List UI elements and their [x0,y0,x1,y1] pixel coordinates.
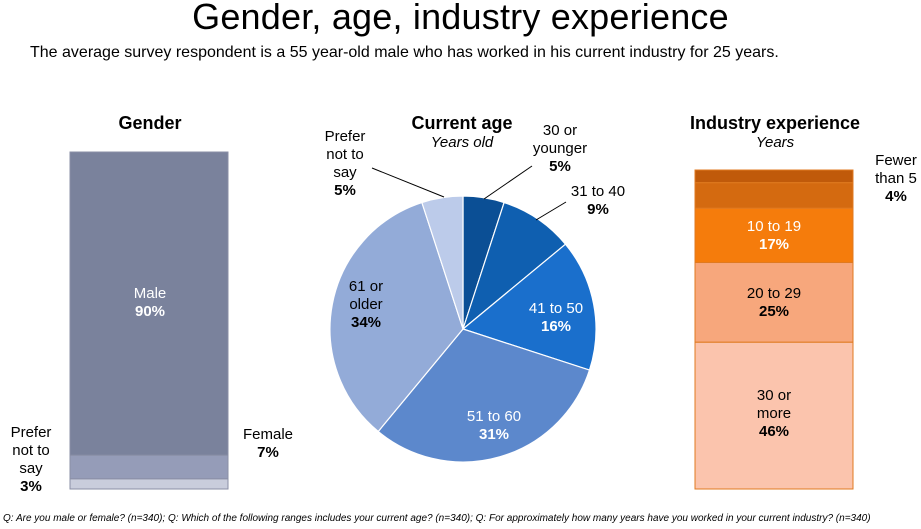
industry-chart-title: Industry experience [689,113,861,133]
industry-10-19-label: 10 to 19 17% [695,218,853,254]
age-prefer-line2: not to [326,146,364,163]
age-leader-prefer [371,167,445,198]
age-30-value: 5% [549,158,571,175]
industry-fewer5-value: 4% [885,188,907,205]
age-slice-61-or-older [329,201,464,433]
industry-30-line1: 30 or [756,387,792,404]
age-chart-title: Current age [411,113,513,133]
age-31-40-name: 31 to 40 [570,183,626,200]
gender-female-label: Female 7% [232,426,304,462]
gender-male-value: 90% [134,303,166,320]
age-51-60-label: 51 to 60 31% [456,408,532,444]
age-30-line2: younger [532,140,588,157]
industry-segment-30-or-more [694,341,854,490]
age-prefer-value: 5% [334,182,356,199]
industry-fewer5-line2: than 5 [875,170,917,187]
industry-30-more-label: 30 or more 46% [695,387,853,441]
industry-fewer5-label: Fewer than 5 4% [868,152,921,206]
gender-segment-prefer-not-to-say [69,478,229,490]
industry-segment-10-to-19 [694,207,854,264]
gender-prefer-line1: Prefer [10,424,52,441]
age-30-younger-label: 30 or younger 5% [520,122,600,176]
page-subtitle: The average survey respondent is a 55 ye… [30,44,779,61]
industry-20-29-name: 20 to 29 [746,285,802,302]
industry-segment-5-to-9 [694,182,854,209]
age-leader-31-40 [535,201,567,221]
age-30-line1: 30 or [542,122,578,139]
industry-segment-20-to-29 [694,262,854,343]
age-slice-51-to-60 [377,328,591,463]
age-chart-subtitle: Years old [430,134,494,151]
gender-female-name: Female [242,426,294,443]
age-51-60-name: 51 to 60 [466,408,522,425]
gender-female-value: 7% [257,444,279,461]
age-slice-prefer-not-to-say [421,195,464,330]
industry-segment-fewer-than-5 [694,169,854,184]
age-61-line2: older [349,296,383,313]
age-31-40-label: 31 to 40 9% [560,183,636,219]
age-prefer-label: Prefer not to say 5% [314,128,376,200]
industry-20-29-value: 25% [758,303,790,320]
age-prefer-line3: say [333,164,357,181]
gender-segment-female [69,454,229,480]
page-title: Gender, age, industry experience [192,0,729,37]
age-41-50-label: 41 to 50 16% [518,300,594,336]
age-61-value: 34% [350,314,382,331]
age-61-line1: 61 or [348,278,384,295]
age-slice-41-to-50 [461,243,597,371]
gender-prefer-line2: not to [12,442,50,459]
footnote: Q: Are you male or female? (n=340); Q: W… [3,513,871,524]
gender-male-name: Male [133,285,167,302]
industry-fewer5-line1: Fewer [875,152,917,169]
age-prefer-line1: Prefer [324,128,366,145]
age-51-60-value: 31% [478,426,510,443]
age-61-older-label: 61 or older 34% [334,278,398,332]
age-41-50-value: 16% [540,318,572,335]
gender-male-label: Male 90% [70,285,230,321]
industry-10-19-name: 10 to 19 [746,218,802,235]
gender-segment-male [69,151,229,456]
age-41-50-name: 41 to 50 [528,300,584,317]
industry-30-line2: more [756,405,792,422]
industry-30-value: 46% [758,423,790,440]
industry-10-19-value: 17% [758,236,790,253]
gender-chart-title: Gender [118,113,182,133]
gender-prefer-value: 3% [20,478,42,495]
industry-20-29-label: 20 to 29 25% [695,285,853,321]
gender-prefer-line3: say [19,460,43,477]
gender-prefer-label: Prefer not to say 3% [0,424,62,496]
age-31-40-value: 9% [587,201,609,218]
age-leader-30-younger [483,165,533,200]
industry-chart-subtitle: Years [755,134,795,151]
